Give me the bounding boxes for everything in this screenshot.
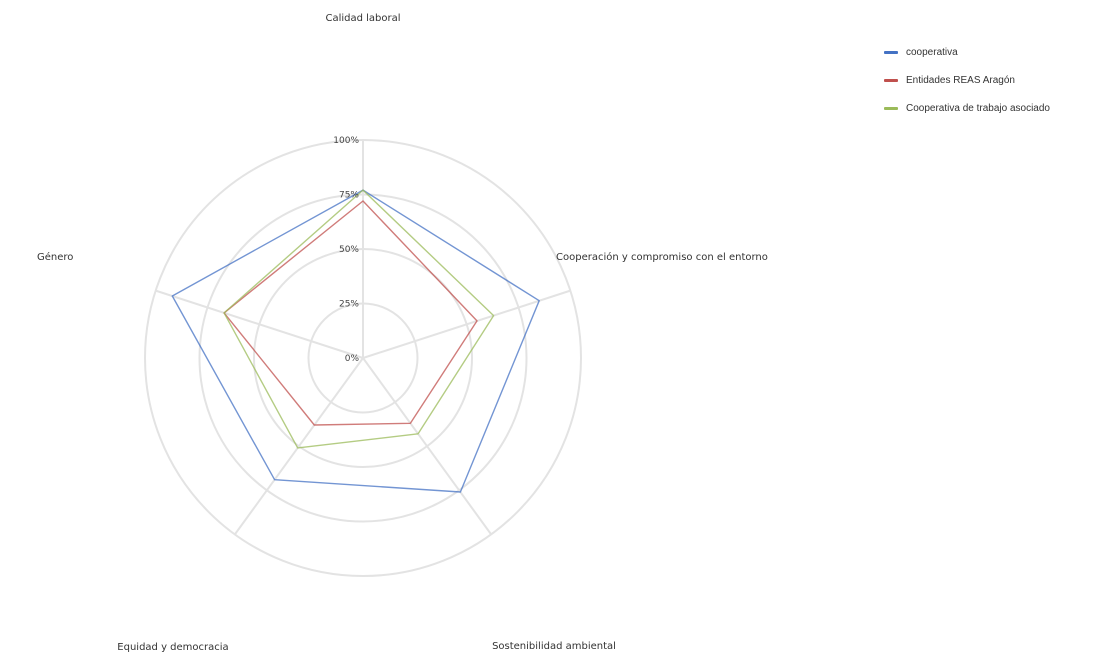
grid-spoke <box>362 357 492 535</box>
legend-swatch <box>884 78 898 82</box>
legend-item: Cooperativa de trabajo asociado <box>884 94 1050 122</box>
axis-label: Sostenibilidad ambiental <box>492 641 616 652</box>
axis-label: Equidad y democracia <box>117 642 228 652</box>
radial-tick-label: 25% <box>339 300 359 310</box>
axis-label: Género <box>37 251 73 263</box>
grid-spoke <box>155 289 364 359</box>
radial-tick-label: 100% <box>333 136 359 146</box>
axis-label: Calidad laboral <box>325 13 400 24</box>
radial-tick-label: 0% <box>345 354 360 364</box>
series-line-0 <box>171 189 540 493</box>
radial-tick-label: 75% <box>339 191 359 201</box>
legend-label: Entidades REAS Aragón <box>906 74 1015 86</box>
radial-tick-label: 50% <box>339 245 359 255</box>
legend-swatch <box>884 50 898 54</box>
grid-spoke <box>234 357 364 535</box>
series-line-1 <box>223 200 478 426</box>
series-line-2 <box>223 189 495 449</box>
legend-item: Entidades REAS Aragón <box>884 66 1050 94</box>
axis-label: Cooperación y compromiso con el entorno <box>556 251 768 263</box>
legend-label: Cooperativa de trabajo asociado <box>906 102 1050 114</box>
grid-spoke <box>362 289 571 359</box>
legend-item: cooperativa <box>884 38 1050 66</box>
chart-legend: cooperativa Entidades REAS Aragón Cooperat… <box>884 38 1050 122</box>
legend-label: cooperativa <box>906 46 958 58</box>
legend-swatch <box>884 106 898 110</box>
